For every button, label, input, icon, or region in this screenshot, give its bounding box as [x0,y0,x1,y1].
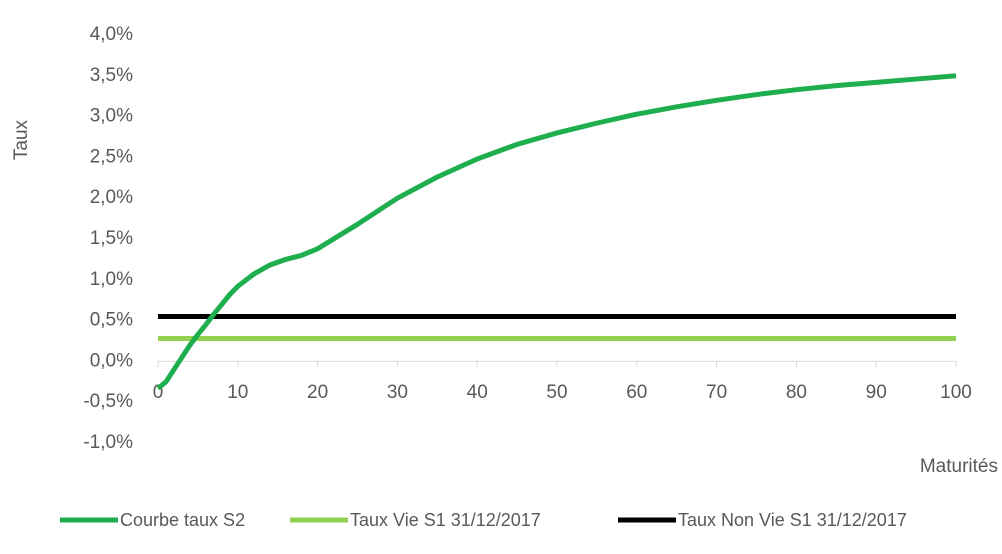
x-axis-title: Maturités [920,456,998,477]
x-tick-label: 90 [866,382,887,403]
y-tick-label: 3,5% [90,65,133,86]
x-tick-label: 50 [546,382,567,403]
y-tick-label: -1,0% [83,432,133,453]
y-tick-label: 0,0% [90,350,133,371]
y-tick-label: 1,0% [90,269,133,290]
y-tick-label: 2,0% [90,187,133,208]
x-tick-label: 20 [307,382,328,403]
y-tick-label: 2,5% [90,146,133,167]
y-tick-label: 3,0% [90,106,133,127]
y-tick-label: 0,5% [90,310,133,331]
y-tick-label: -0,5% [83,391,133,412]
y-tick-label: 1,5% [90,228,133,249]
legend-label: Courbe taux S2 [120,510,245,530]
x-tick-label: 100 [940,382,972,403]
x-tick-label: 40 [467,382,488,403]
x-tick-label: 10 [227,382,248,403]
x-tick-label: 0 [153,382,164,403]
series-line [156,73,957,391]
x-tick-label: 60 [626,382,647,403]
x-tick-label: 80 [786,382,807,403]
y-axis-title: Taux [11,119,32,160]
legend-label: Taux Vie S1 31/12/2017 [350,510,541,530]
legend-label: Taux Non Vie S1 31/12/2017 [678,510,907,530]
x-tick-label: 30 [387,382,408,403]
x-tick-label: 70 [706,382,727,403]
y-tick-label: 4,0% [90,24,133,45]
